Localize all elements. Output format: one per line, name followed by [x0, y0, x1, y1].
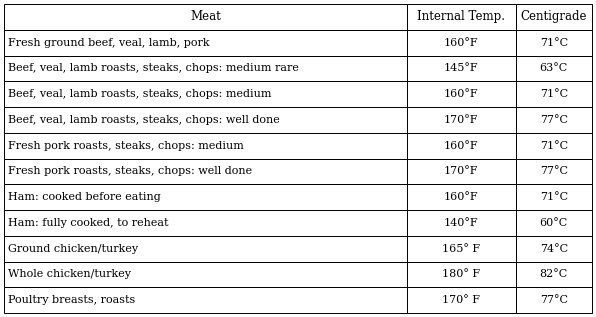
Bar — [407, 107, 516, 133]
Text: Beef, veal, lamb roasts, steaks, chops: medium: Beef, veal, lamb roasts, steaks, chops: … — [8, 89, 272, 99]
Bar — [4, 236, 407, 262]
Text: Beef, veal, lamb roasts, steaks, chops: medium rare: Beef, veal, lamb roasts, steaks, chops: … — [8, 63, 299, 73]
Text: 71°C: 71°C — [540, 141, 568, 151]
Text: Meat: Meat — [190, 10, 221, 23]
Bar — [4, 107, 407, 133]
Text: 60°C: 60°C — [539, 218, 568, 228]
Bar — [4, 55, 407, 81]
Bar — [516, 158, 592, 184]
Text: 160°F: 160°F — [444, 141, 479, 151]
Text: 160°F: 160°F — [444, 89, 479, 99]
Bar — [4, 30, 407, 55]
Bar — [407, 55, 516, 81]
Bar — [516, 184, 592, 210]
Text: 63°C: 63°C — [539, 63, 568, 73]
Text: 160°F: 160°F — [444, 38, 479, 48]
Bar — [516, 107, 592, 133]
Text: Ground chicken/turkey: Ground chicken/turkey — [8, 244, 138, 254]
Bar — [407, 133, 516, 158]
Bar — [4, 210, 407, 236]
Bar — [516, 210, 592, 236]
Text: 82°C: 82°C — [539, 269, 568, 279]
Text: 71°C: 71°C — [540, 192, 568, 202]
Text: 77°C: 77°C — [540, 166, 568, 176]
Text: Fresh pork roasts, steaks, chops: medium: Fresh pork roasts, steaks, chops: medium — [8, 141, 244, 151]
Bar — [4, 184, 407, 210]
Text: Beef, veal, lamb roasts, steaks, chops: well done: Beef, veal, lamb roasts, steaks, chops: … — [8, 115, 280, 125]
Text: 140°F: 140°F — [444, 218, 479, 228]
Bar — [4, 81, 407, 107]
Text: 77°C: 77°C — [540, 115, 568, 125]
Text: 170°F: 170°F — [444, 166, 479, 176]
Bar — [4, 262, 407, 287]
Bar — [407, 262, 516, 287]
Text: Ham: cooked before eating: Ham: cooked before eating — [8, 192, 161, 202]
Text: 74°C: 74°C — [540, 244, 568, 254]
Bar — [516, 81, 592, 107]
Bar — [4, 4, 407, 30]
Text: Internal Temp.: Internal Temp. — [417, 10, 505, 23]
Text: 77°C: 77°C — [540, 295, 568, 305]
Text: 71°C: 71°C — [540, 89, 568, 99]
Bar — [516, 55, 592, 81]
Bar — [407, 4, 516, 30]
Text: 160°F: 160°F — [444, 192, 479, 202]
Text: Fresh ground beef, veal, lamb, pork: Fresh ground beef, veal, lamb, pork — [8, 38, 210, 48]
Bar — [516, 133, 592, 158]
Bar — [516, 236, 592, 262]
Text: 165° F: 165° F — [442, 244, 480, 254]
Text: Centigrade: Centigrade — [520, 10, 587, 23]
Bar — [407, 184, 516, 210]
Text: Poultry breasts, roasts: Poultry breasts, roasts — [8, 295, 135, 305]
Text: 170° F: 170° F — [442, 295, 480, 305]
Text: 145°F: 145°F — [444, 63, 479, 73]
Bar — [516, 287, 592, 313]
Text: Fresh pork roasts, steaks, chops: well done: Fresh pork roasts, steaks, chops: well d… — [8, 166, 252, 176]
Bar — [407, 236, 516, 262]
Text: 71°C: 71°C — [540, 38, 568, 48]
Bar — [4, 158, 407, 184]
Bar — [516, 4, 592, 30]
Bar — [516, 30, 592, 55]
Text: Whole chicken/turkey: Whole chicken/turkey — [8, 269, 131, 279]
Text: 170°F: 170°F — [444, 115, 479, 125]
Bar — [516, 262, 592, 287]
Bar — [407, 210, 516, 236]
Text: Ham: fully cooked, to reheat: Ham: fully cooked, to reheat — [8, 218, 169, 228]
Bar — [407, 81, 516, 107]
Bar — [4, 133, 407, 158]
Bar — [407, 158, 516, 184]
Bar — [407, 287, 516, 313]
Bar — [407, 30, 516, 55]
Text: 180° F: 180° F — [442, 269, 480, 279]
Bar — [4, 287, 407, 313]
